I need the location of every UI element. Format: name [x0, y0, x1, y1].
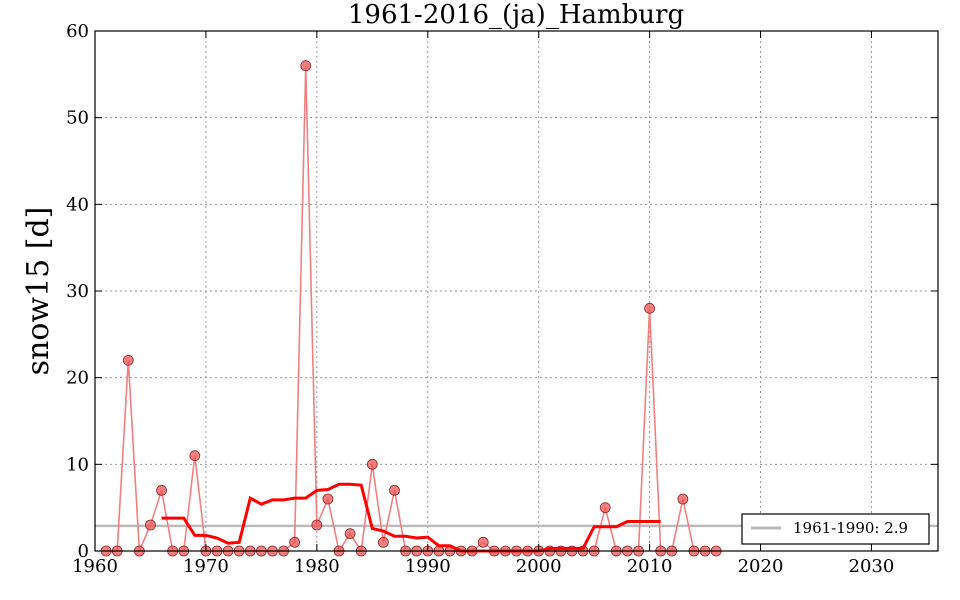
smoothed-series — [161, 482, 661, 553]
data-point — [145, 519, 156, 531]
data-point — [366, 458, 378, 470]
y-tick-label: 60 — [66, 21, 89, 42]
x-tick-label: 1980 — [294, 556, 340, 577]
y-tick-label: 20 — [66, 368, 89, 389]
data-point — [189, 450, 201, 462]
axes: 1960 1970 1980 1990 2000 2010 2020 203001020304… — [66, 21, 939, 577]
x-tick-label: 1990 — [405, 556, 451, 577]
data-point — [599, 502, 611, 514]
data-point — [677, 493, 689, 505]
data-point — [156, 484, 167, 496]
y-tick-label: 30 — [66, 281, 89, 302]
x-tick-label: 2020 — [738, 556, 784, 577]
y-tick-label: 10 — [66, 454, 89, 475]
x-tick-label: 2010 — [627, 556, 673, 577]
chart-title: 1961-2016_(ja)_Hamburg — [348, 0, 684, 30]
legend: 1961-1990: 2.9 — [741, 513, 930, 545]
y-tick-label: 0 — [78, 541, 89, 562]
smoothed-line — [161, 482, 661, 553]
y-tick-label: 40 — [66, 194, 89, 215]
x-tick-label: 2000 — [516, 556, 562, 577]
data-point — [300, 60, 312, 72]
data-point — [377, 536, 389, 548]
grid — [95, 31, 938, 551]
observed-series — [100, 60, 722, 557]
y-axis-label: snow15 [d] — [21, 207, 56, 376]
data-point — [322, 493, 334, 505]
data-point — [644, 302, 656, 314]
x-tick-label: 1970 — [183, 556, 229, 577]
x-tick-label: 1960 — [72, 556, 118, 577]
x-tick-label: 2030 — [849, 556, 895, 577]
legend-entry: 1961-1990: 2.9 — [793, 519, 908, 537]
data-point — [477, 536, 489, 548]
data-point — [289, 536, 301, 548]
y-tick-label: 50 — [66, 108, 89, 129]
data-point — [344, 528, 356, 540]
data-point — [122, 354, 134, 366]
data-point — [389, 484, 400, 496]
data-point — [311, 519, 323, 531]
observed-line — [106, 65, 717, 554]
